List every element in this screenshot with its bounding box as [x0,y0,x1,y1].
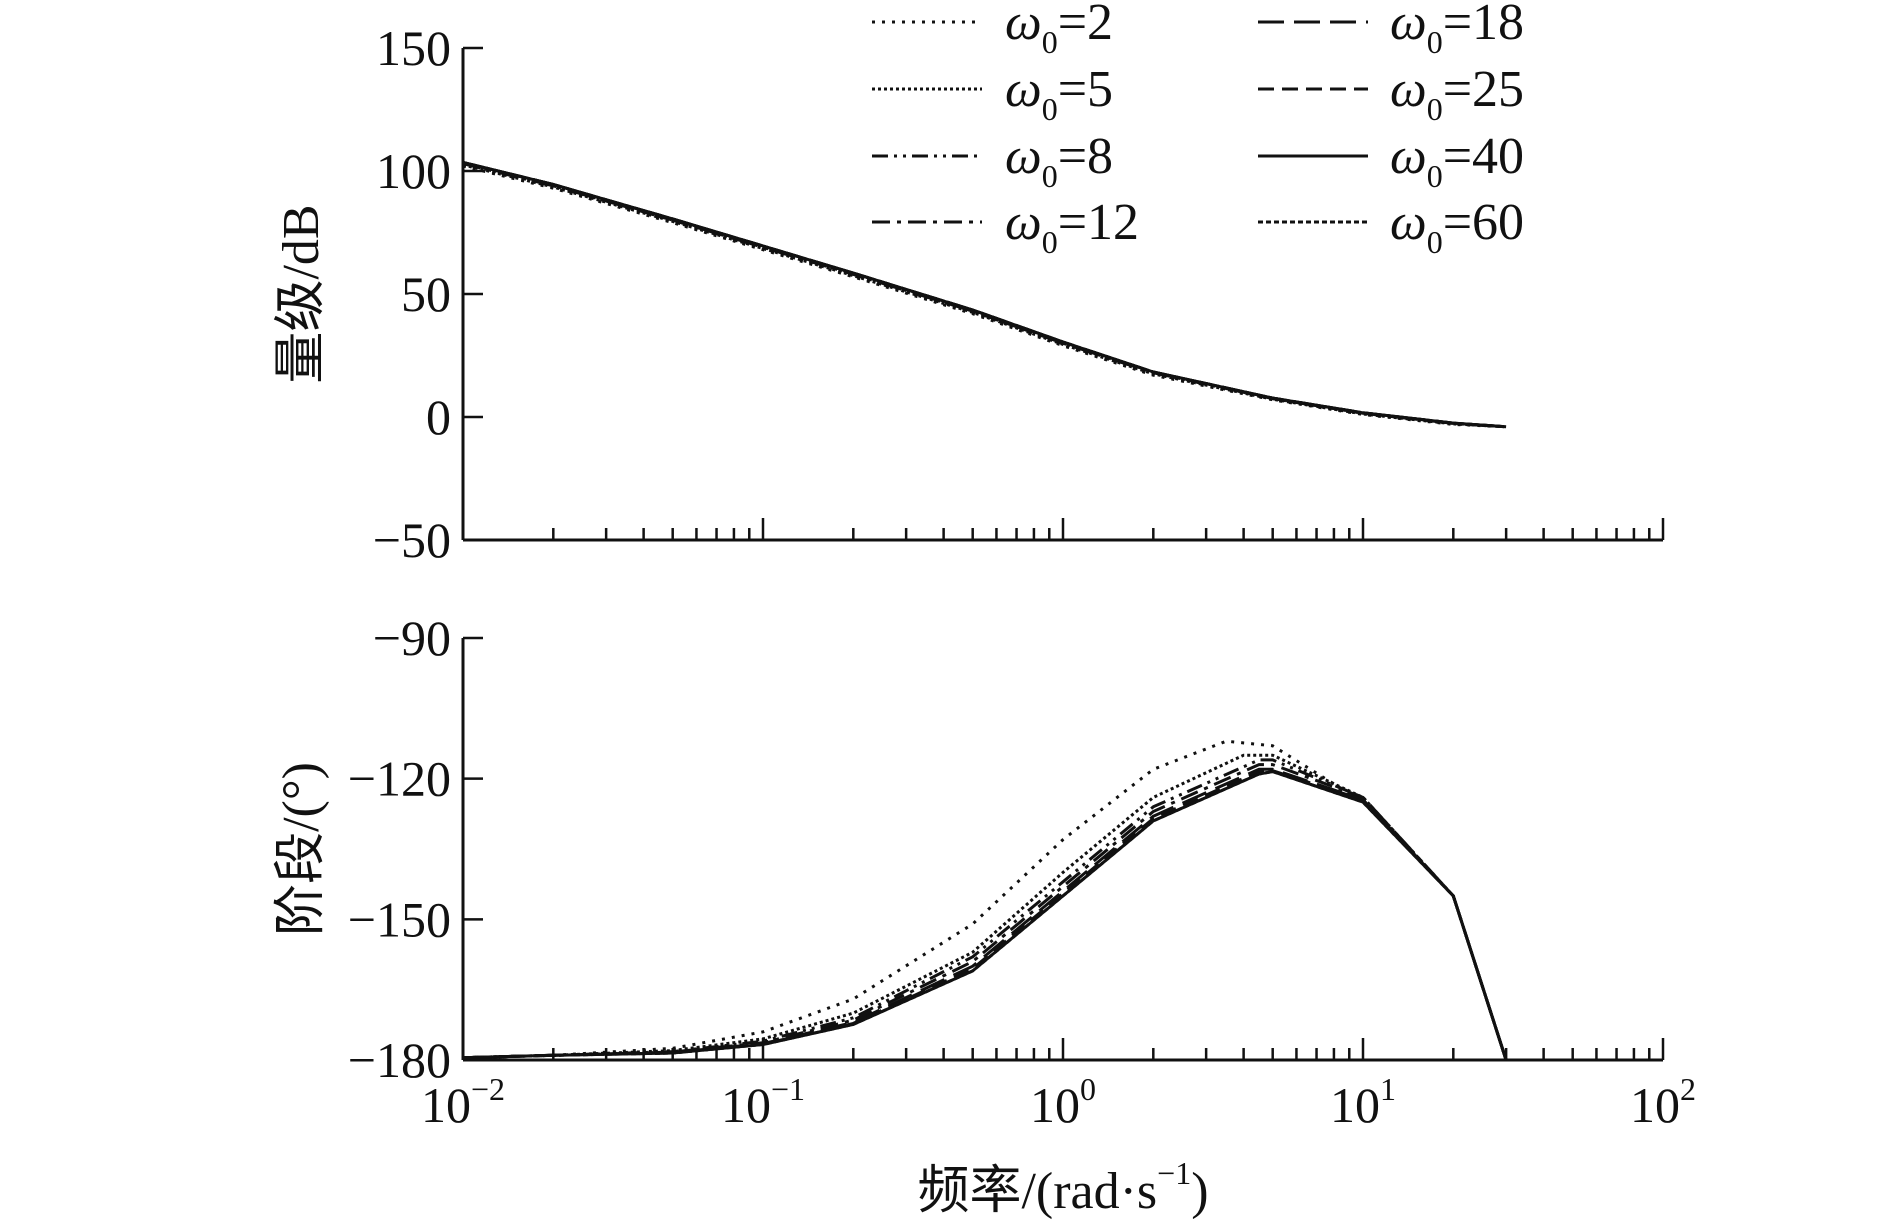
phase-y-tick-label: −90 [373,610,451,666]
magnitude-y-axis-title: 量级/dB [273,204,330,383]
legend-label: ω0=40 [1390,128,1524,194]
legend-label: ω0=5 [1005,61,1113,127]
magnitude-panel: 150 100 50 0 −50 量级/dB [273,20,1665,568]
phase-series-line [462,770,1508,1061]
phase-series-line [462,763,1508,1061]
phase-x-tick-label: 100 [1030,1071,1096,1133]
magnitude-y-tick-label: 0 [426,389,451,445]
phase-y-tick-label: −180 [348,1032,451,1088]
phase-series-line [462,758,1508,1061]
magnitude-y-tick-label: 50 [401,266,451,322]
magnitude-y-tick-label: 150 [376,20,451,76]
phase-series-line [462,769,1508,1061]
legend-label: ω0=25 [1390,61,1524,127]
magnitude-y-tick-label: −50 [373,512,451,568]
phase-x-tick-label: 10−1 [721,1071,805,1133]
legend-label: ω0=8 [1005,128,1113,194]
phase-series-line [462,753,1508,1061]
phase-series-line [462,767,1508,1061]
x-axis-title: 频率/(rad·s−1) [917,1155,1208,1220]
legend-label: ω0=60 [1390,194,1524,260]
phase-series-line [462,770,1508,1061]
legend-label: ω0=2 [1005,0,1113,60]
phase-x-tick-label: 101 [1330,1071,1396,1133]
phase-x-tick-label: 10−2 [421,1071,505,1133]
legend-label: ω0=18 [1390,0,1524,60]
legend-label: ω0=12 [1005,194,1139,260]
phase-series-line [462,739,1508,1061]
phase-x-tick-label: 102 [1630,1071,1696,1133]
phase-y-tick-label: −120 [348,751,451,807]
phase-y-tick-label: −150 [348,891,451,947]
magnitude-series-line [462,160,1507,429]
magnitude-y-tick-label: 100 [376,143,451,199]
phase-y-axis-title: 阶段/(°) [273,762,330,936]
